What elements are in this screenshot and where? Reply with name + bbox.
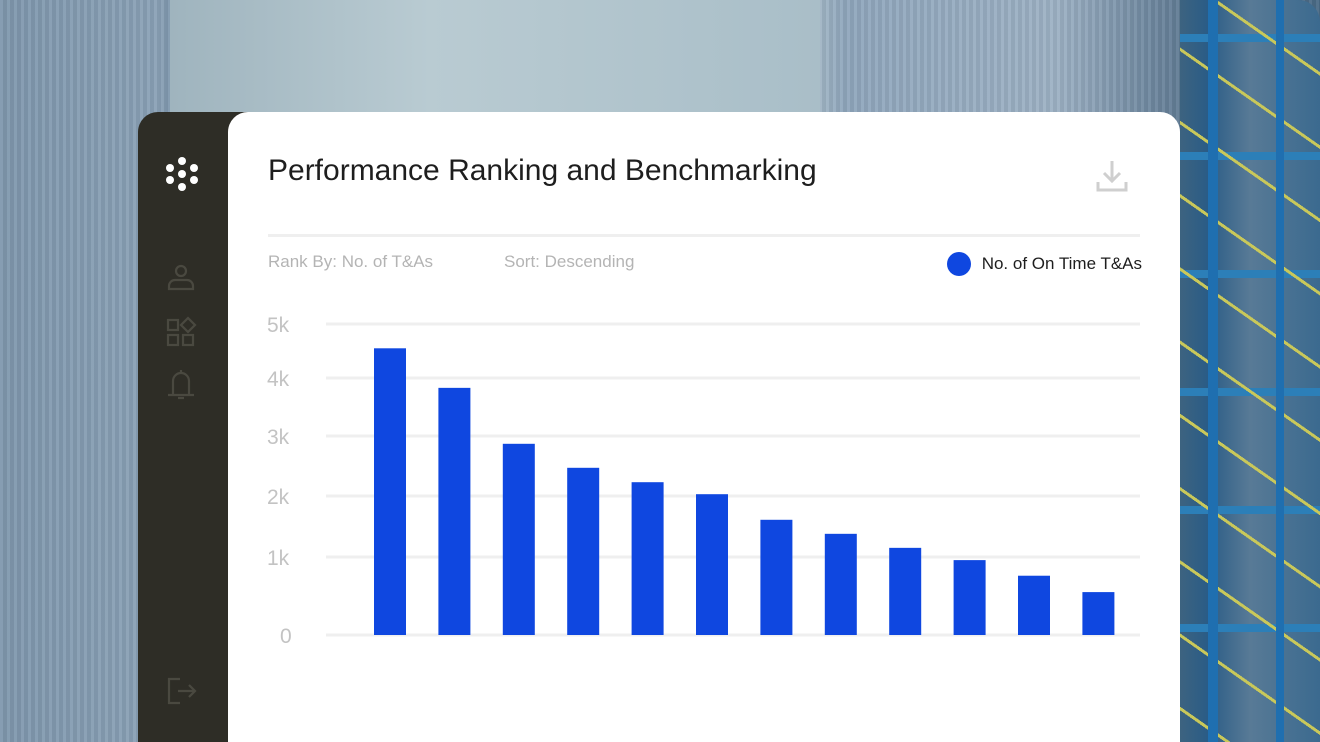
y-tick-label: 1k bbox=[267, 547, 290, 570]
background-tank bbox=[170, 0, 820, 112]
bar[interactable] bbox=[1018, 575, 1050, 635]
bar[interactable] bbox=[438, 387, 471, 635]
y-tick-label: 5k bbox=[267, 314, 290, 337]
bar[interactable] bbox=[824, 533, 857, 635]
bar[interactable] bbox=[374, 348, 406, 635]
bar[interactable] bbox=[696, 494, 728, 635]
bell-icon[interactable] bbox=[166, 368, 196, 402]
legend-swatch bbox=[946, 252, 971, 276]
sort-filter[interactable]: Sort: Descending bbox=[504, 252, 635, 271]
download-icon[interactable] bbox=[1094, 158, 1130, 194]
y-tick-label: 4k bbox=[267, 368, 290, 391]
apps-icon[interactable] bbox=[166, 316, 198, 348]
y-tick-label: 2k bbox=[267, 486, 290, 509]
bar[interactable] bbox=[631, 482, 664, 635]
chart-card: Performance Ranking and Benchmarking Ran… bbox=[228, 112, 1180, 742]
y-tick-label: 3k bbox=[267, 426, 290, 449]
legend: No. of On Time T&As bbox=[946, 252, 1142, 276]
bar[interactable] bbox=[953, 560, 986, 635]
bar[interactable] bbox=[567, 467, 600, 635]
y-tick-label: 0 bbox=[280, 625, 292, 648]
divider bbox=[268, 234, 1140, 237]
background-stairs bbox=[1180, 0, 1320, 742]
bar[interactable] bbox=[502, 443, 535, 635]
logo-icon[interactable] bbox=[162, 154, 202, 194]
bar[interactable] bbox=[1082, 592, 1115, 635]
rank-by-filter[interactable]: Rank By: No. of T&As bbox=[268, 252, 434, 271]
legend-label: No. of On Time T&As bbox=[981, 254, 1142, 273]
user-icon[interactable] bbox=[166, 262, 196, 292]
logout-icon[interactable] bbox=[166, 676, 198, 706]
bar[interactable] bbox=[760, 519, 793, 635]
page-title: Performance Ranking and Benchmarking bbox=[268, 154, 817, 187]
bar[interactable] bbox=[889, 547, 922, 635]
